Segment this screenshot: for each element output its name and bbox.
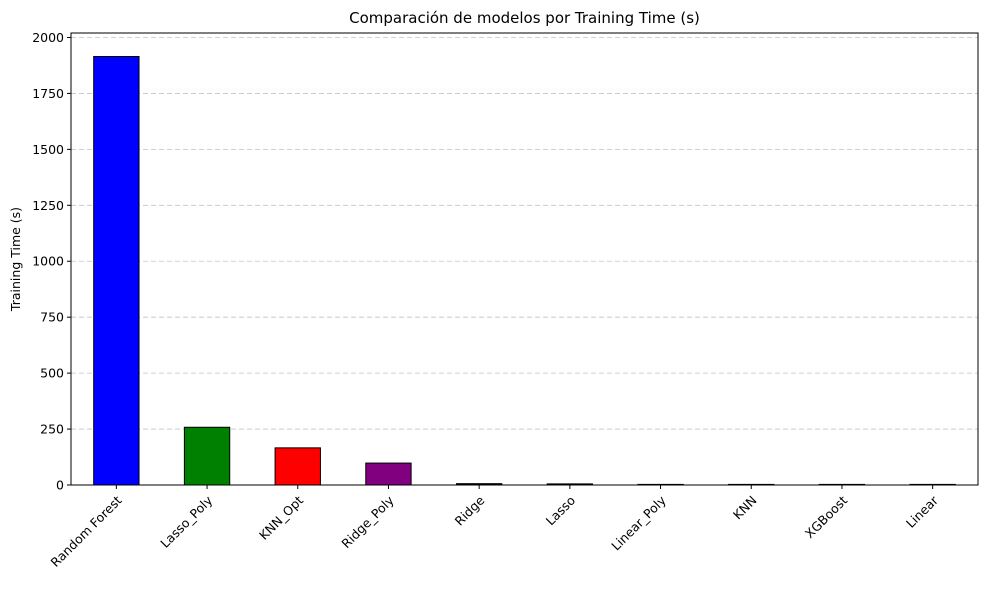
x-tick-label: XGBoost (802, 493, 851, 542)
chart-title: Comparación de modelos por Training Time… (349, 9, 700, 27)
x-tick-label: Ridge_Poly (338, 492, 397, 551)
grid (71, 37, 978, 430)
x-tick-label: KNN_Opt (256, 493, 306, 543)
x-axis-ticks: Random Forest Lasso_Poly KNN_Opt Ridge_Poly… (48, 485, 942, 570)
y-axis-label: Training Time (s) (8, 207, 23, 312)
bar-knn-opt (274, 447, 321, 486)
x-tick-label: Linear (903, 492, 942, 531)
y-tick-label: 2000 (32, 30, 64, 45)
y-tick-label: 750 (40, 310, 64, 325)
bar-lasso-poly (183, 426, 231, 486)
y-tick-label: 1000 (32, 254, 64, 269)
y-tick-label: 500 (40, 366, 64, 381)
x-tick-label: Random Forest (48, 493, 125, 570)
bar-ridge-poly (365, 462, 412, 486)
bar-random-forest (93, 55, 140, 486)
y-tick-label: 0 (56, 478, 64, 493)
y-tick-label: 1500 (32, 142, 64, 157)
plot-background (71, 33, 978, 485)
x-tick-label: KNN (730, 493, 760, 523)
plot-frame (70, 32, 979, 486)
y-tick-label: 1750 (32, 86, 64, 101)
x-tick-label: Ridge (452, 492, 488, 528)
x-tick-label: Lasso (543, 493, 579, 529)
y-tick-label: 250 (40, 422, 64, 437)
y-axis-ticks: 0 250 500 750 1000 1250 1500 1750 2000 (32, 30, 71, 493)
x-tick-label: Linear_Poly (608, 492, 669, 553)
x-tick-label: Lasso_Poly (157, 492, 216, 551)
y-tick-label: 1250 (32, 198, 64, 213)
